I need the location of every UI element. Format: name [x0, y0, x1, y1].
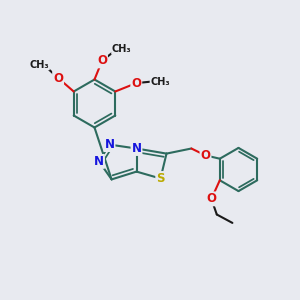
- Text: S: S: [156, 172, 165, 185]
- Text: O: O: [97, 54, 107, 68]
- Text: O: O: [53, 71, 63, 85]
- Text: CH₃: CH₃: [29, 59, 49, 70]
- Text: O: O: [206, 192, 216, 206]
- Text: N: N: [131, 142, 142, 155]
- Text: N: N: [104, 138, 115, 151]
- Text: O: O: [131, 76, 141, 90]
- Text: N: N: [94, 155, 104, 168]
- Text: CH₃: CH₃: [112, 44, 132, 54]
- Text: O: O: [200, 149, 211, 162]
- Text: CH₃: CH₃: [151, 76, 170, 87]
